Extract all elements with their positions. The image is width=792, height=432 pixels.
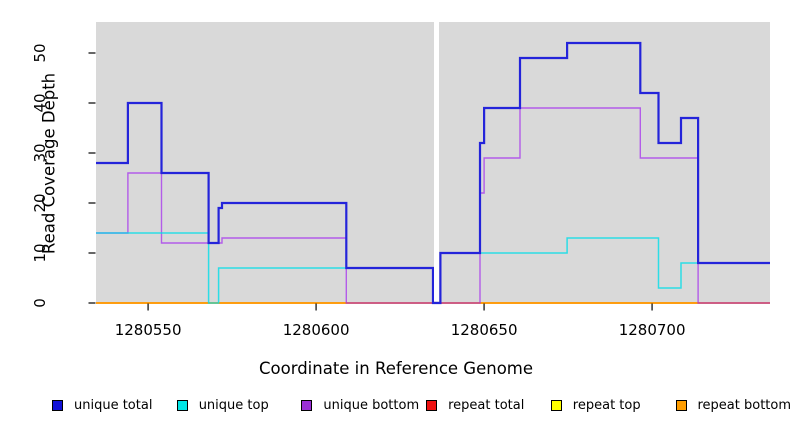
x-tick-label: 1280700 bbox=[618, 321, 686, 339]
x-axis-title: Coordinate in Reference Genome bbox=[258, 359, 534, 378]
y-axis-title: Read Coverage Depth bbox=[39, 72, 59, 255]
x-tick-label: 1280600 bbox=[282, 321, 350, 339]
x-tick-label: 1280550 bbox=[114, 321, 182, 339]
x-tick-label: 1280650 bbox=[450, 321, 518, 339]
coverage-gap-band bbox=[434, 22, 439, 302]
plot-panel-background bbox=[96, 22, 770, 303]
series-line-unique-total bbox=[96, 41, 770, 305]
